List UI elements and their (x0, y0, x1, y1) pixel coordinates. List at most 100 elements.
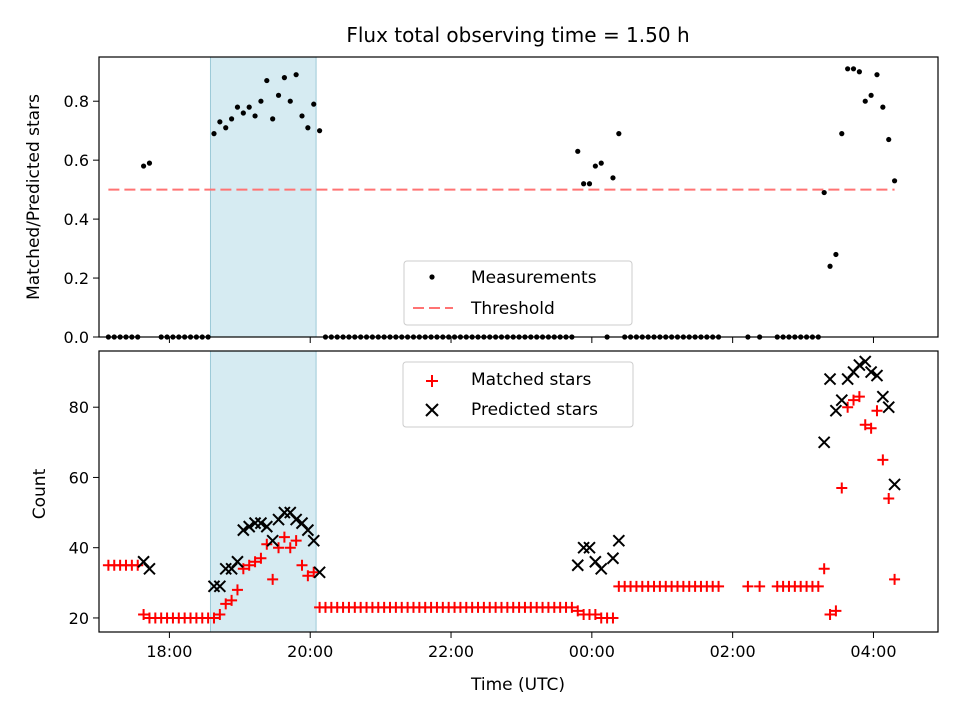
measurement-point (234, 104, 241, 110)
matched-star-point (859, 419, 871, 431)
matched-star-point (302, 570, 314, 582)
chart-title: Flux total observing time = 1.50 h (346, 23, 689, 47)
bottom-xtick-label: 00:00 (569, 642, 615, 661)
matched-star-point (231, 584, 243, 596)
bottom-ytick-label: 20 (69, 609, 89, 628)
matched-star-point (255, 552, 267, 564)
measurement-point (264, 77, 270, 84)
predicted-star-point (207, 580, 221, 593)
matched-star-point (296, 559, 308, 571)
matched-star-point (284, 542, 296, 554)
predicted-star-point (888, 478, 901, 491)
bottom-legend: Matched stars Predicted stars (402, 361, 634, 428)
predicted-star-point (254, 516, 268, 530)
predicted-star-point (823, 372, 837, 386)
matched-star-point (853, 391, 865, 403)
measurement-point (856, 69, 862, 75)
matched-star-point (132, 559, 144, 571)
predicted-star-point (242, 520, 256, 533)
predicted-star-point (260, 520, 274, 533)
bottom-legend-box (402, 361, 634, 428)
measurement-point (146, 160, 153, 166)
bottom-xtick-label: 22:00 (428, 642, 474, 661)
top-ticks: 0.0 0.2 0.4 0.6 0.8 (64, 92, 874, 347)
predicted-star-point (307, 534, 320, 547)
top-panel: 0.00.20.40.60.8 Matched/Predicted stars … (24, 56, 939, 347)
measurement-point (868, 92, 874, 98)
predicted-star-point (817, 436, 831, 449)
matched-star-point (278, 531, 290, 543)
matched-star-point (818, 563, 830, 575)
matched-star-point (214, 608, 226, 620)
measurement-point (874, 72, 880, 78)
matched-star-point (249, 556, 261, 568)
predicted-star-point (882, 400, 895, 414)
matched-star-point (883, 493, 895, 505)
legend-matched-marker (426, 375, 438, 387)
matched-star-point (243, 559, 255, 571)
measurement-point (228, 116, 235, 122)
matched-star-point (220, 598, 232, 610)
measurement-point (281, 75, 288, 81)
measurement-point (610, 175, 616, 181)
bottom-xtick-label: 04:00 (850, 642, 896, 661)
matched-star-point (812, 580, 824, 592)
bottom-xtick-label: 20:00 (287, 642, 333, 661)
measurement-point (850, 66, 857, 72)
measurement-point (598, 160, 604, 166)
predicted-star-point (876, 390, 890, 403)
matched-star-point (138, 608, 150, 620)
predicted-star-point (583, 541, 596, 554)
bottom-ytick-label: 80 (69, 398, 89, 417)
measurement-point (616, 131, 622, 137)
matched-star-point (607, 612, 619, 624)
measurement-point (252, 113, 258, 119)
measurement-point (223, 125, 229, 131)
bottom-xtick-label: 18:00 (146, 642, 192, 661)
measurement-point (246, 104, 252, 110)
measurement-point (293, 72, 299, 78)
measurement-point (140, 163, 147, 169)
measurement-point (592, 163, 598, 169)
measurement-point (833, 251, 839, 258)
bottom-ytick-label: 60 (69, 468, 89, 487)
measurement-point (581, 181, 587, 187)
measurement-point (317, 128, 323, 134)
measurement-point (275, 92, 282, 98)
bottom-ylabel: Count (30, 468, 50, 519)
matched-star-point (871, 405, 883, 417)
predicted-star-point (571, 559, 584, 572)
measurement-point (827, 263, 833, 269)
measurement-point (845, 66, 851, 72)
predicted-star-point (829, 404, 843, 417)
predicted-star-point (606, 552, 620, 565)
matched-star-point (877, 454, 889, 466)
predicted-star-point (864, 365, 878, 379)
matched-star-point (267, 573, 279, 585)
measurement-point (270, 116, 276, 122)
matched-star-point (273, 542, 285, 554)
bottom-xtick-label: 02:00 (710, 642, 756, 661)
top-ylabel: Matched/Predicted stars (24, 94, 44, 300)
measurement-point (575, 148, 581, 154)
bottom-panel: 20 40 60 80 18:00 20:00 22:00 00:00 02:00 04:00 C… (30, 350, 939, 695)
matched-star-point (566, 601, 578, 613)
legend-threshold-label: Threshold (470, 299, 555, 319)
predicted-star-point (213, 580, 227, 593)
bottom-ytick-label: 40 (69, 539, 89, 558)
legend-predicted-marker (425, 403, 439, 417)
measurement-point (305, 125, 311, 131)
matched-star-point (208, 612, 220, 624)
predicted-star-point (231, 555, 244, 568)
predicted-star-point (612, 534, 626, 547)
matched-star-point (889, 573, 901, 585)
matched-star-point (824, 608, 836, 620)
measurement-point (240, 110, 246, 116)
matched-star-point (237, 563, 249, 575)
predicted-star-point (219, 562, 232, 575)
measurement-point (880, 104, 886, 110)
matched-star-point (742, 580, 754, 592)
matched-star-point (713, 580, 725, 592)
predicted-star-point (313, 566, 326, 579)
